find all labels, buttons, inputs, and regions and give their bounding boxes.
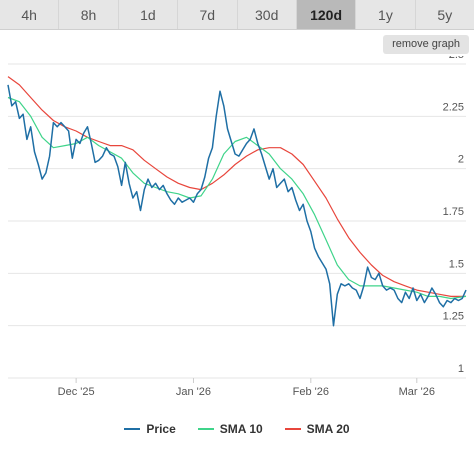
y-tick-label: 2 [458, 154, 464, 166]
series-line-price [7, 84, 467, 327]
series-line-sma-10 [7, 96, 467, 300]
series-line-sma-20 [7, 76, 466, 297]
y-tick-label: 1 [458, 363, 464, 375]
legend-item-sma20[interactable]: SMA 20 [284, 422, 350, 436]
legend-label-sma10: SMA 10 [219, 422, 263, 436]
x-axis-ticks: Dec '25 Jan '26 Feb '26 Mar '26 [58, 378, 435, 398]
x-tick-label: Jan '26 [176, 386, 211, 398]
legend-label-sma20: SMA 20 [306, 422, 350, 436]
y-axis-ticks: 1 1.25 1.5 1.75 2 2.25 2.5 [443, 56, 464, 375]
remove-graph-button[interactable]: remove graph [383, 35, 469, 54]
tab-5y[interactable]: 5y [437, 7, 453, 23]
y-tick-label: 2.25 [443, 101, 464, 113]
x-tick-label: Dec '25 [58, 386, 95, 398]
tab-8h[interactable]: 8h [59, 0, 119, 29]
tab-120d[interactable]: 120d [296, 0, 357, 29]
tab-4h[interactable]: 4h [0, 0, 60, 29]
x-tick-label: Feb '26 [293, 386, 329, 398]
y-tick-label: 2.5 [449, 56, 464, 61]
legend-swatch-sma10 [197, 428, 214, 430]
tab-30d[interactable]: 30d [238, 0, 297, 29]
grid-lines [8, 63, 466, 379]
timeframe-tabs: 4h 8h 1d 7d 30d 120d 1y 5y [0, 0, 474, 30]
legend-item-sma10[interactable]: SMA 10 [197, 422, 263, 436]
y-tick-label: 1.75 [443, 206, 464, 218]
series-lines [7, 76, 467, 327]
legend-item-price[interactable]: Price [124, 422, 176, 436]
legend-swatch-sma20 [284, 428, 301, 430]
chart-legend: Price SMA 10 SMA 20 [0, 420, 474, 438]
legend-label-price: Price [146, 422, 176, 436]
y-tick-label: 1.25 [443, 311, 464, 323]
tab-1y[interactable]: 1y [356, 0, 416, 29]
price-chart: 1 1.25 1.5 1.75 2 2.25 2.5 Dec '25 Jan '26 Feb '… [7, 56, 467, 398]
tab-7d[interactable]: 7d [178, 0, 238, 29]
tab-1d[interactable]: 1d [119, 0, 179, 29]
legend-swatch-price [124, 428, 141, 430]
x-tick-label: Mar '26 [399, 386, 435, 398]
y-tick-label: 1.5 [449, 258, 464, 270]
